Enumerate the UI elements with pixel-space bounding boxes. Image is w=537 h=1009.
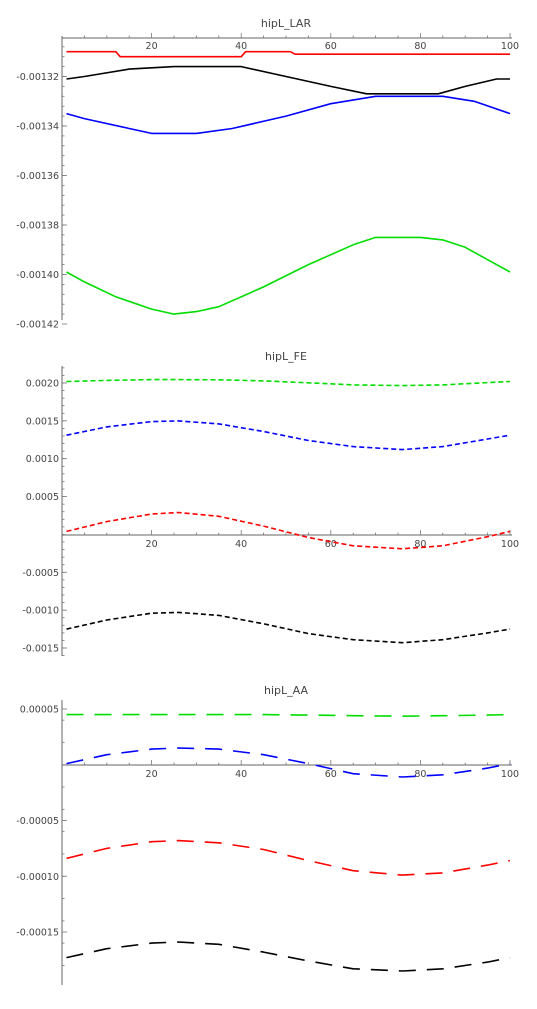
series-line-4 [67, 237, 511, 314]
series-line-3 [67, 96, 511, 133]
y-tick-label: -0.00138 [16, 221, 59, 232]
series-line-4 [67, 612, 511, 642]
chart-panel-1: hipL_LAR -0.00132 -0.00134 -0.00136 -0.00138… [16, 17, 519, 331]
series-line-1 [67, 715, 511, 717]
y-tick-label: -0.00136 [16, 171, 59, 182]
x-tick-label: 80 [414, 41, 426, 52]
series-line-3 [67, 841, 511, 876]
y-tick-label: -0.00140 [16, 270, 59, 281]
y-tick-label: -0.00005 [16, 816, 59, 827]
x-tick-label: 100 [501, 539, 519, 550]
x-tick-label: 100 [501, 769, 519, 780]
chart-panel-3: hipL_AA 0.00005 -0.00005 -0.00010 -0.00015 20… [16, 684, 519, 985]
y-tick-label: -0.00015 [16, 928, 59, 939]
x-tick-label: 20 [146, 769, 158, 780]
chart-title: hipL_FE [265, 350, 307, 363]
x-tick-label: 20 [146, 539, 158, 550]
y-tick-label: -0.0010 [22, 606, 59, 617]
chart-title: hipL_LAR [261, 17, 312, 30]
y-tick-label: -0.00132 [16, 72, 59, 83]
y-tick-label: 0.0005 [26, 492, 59, 503]
y-tick-label: -0.00010 [16, 872, 59, 883]
series-line-4 [67, 942, 511, 971]
series-line-2 [67, 421, 511, 450]
series-line-3 [67, 513, 511, 549]
x-tick-label: 20 [146, 41, 158, 52]
x-tick-label: 60 [325, 769, 337, 780]
x-tick-label: 40 [235, 769, 247, 780]
y-tick-label: -0.00142 [16, 320, 59, 331]
chart-title: hipL_AA [264, 684, 308, 697]
series-line-2 [67, 748, 511, 777]
chart-panel-2: hipL_FE 0.0020 0.0015 0.0010 0.0005 -0.0005 -0… [22, 350, 519, 656]
series-line-1 [67, 380, 511, 386]
x-tick-label: 40 [235, 41, 247, 52]
y-tick-label: -0.0015 [22, 644, 59, 655]
y-tick-label: 0.00005 [20, 705, 59, 716]
y-tick-label: 0.0020 [26, 379, 59, 390]
x-tick-label: 40 [235, 539, 247, 550]
y-tick-label: 0.0015 [26, 416, 59, 427]
y-tick-label: -0.00134 [16, 122, 59, 133]
x-tick-label: 100 [501, 41, 519, 52]
x-tick-label: 60 [325, 41, 337, 52]
x-tick-label: 80 [414, 769, 426, 780]
y-tick-label: 0.0010 [26, 454, 59, 465]
series-line-1 [67, 52, 511, 57]
y-tick-label: -0.0005 [22, 568, 59, 579]
series-line-2 [67, 67, 511, 94]
